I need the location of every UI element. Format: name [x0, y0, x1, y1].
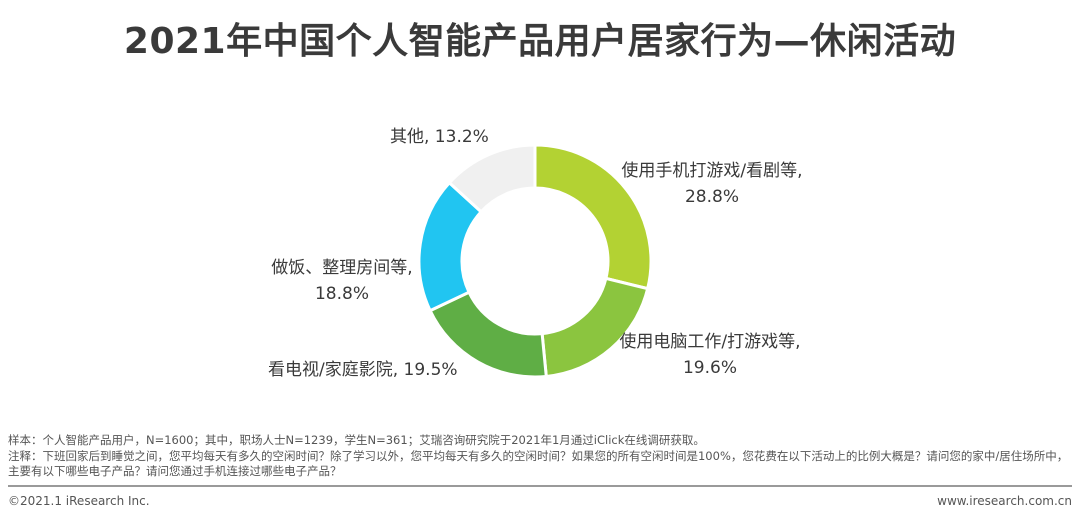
slice-label-housework-value: 18.8%: [314, 284, 369, 304]
slice-label-other-name: 其他, 13.2%: [390, 127, 489, 147]
slice-label-pc-name: 使用电脑工作/打游戏等,: [619, 332, 801, 352]
slice-label-housework: 做饭、整理房间等, 18.8%: [258, 255, 426, 307]
slice-label-tv: 看电视/家庭影院, 19.5%: [268, 357, 458, 383]
website-link: www.iresearch.com.cn: [937, 494, 1072, 508]
slice-label-housework-name: 做饭、整理房间等,: [271, 258, 413, 278]
footnotes: 样本：个人智能产品用户，N=1600；其中，职场人士N=1239，学生N=361…: [8, 433, 1072, 480]
footer-divider: [8, 485, 1072, 487]
chart-title: 2021年中国个人智能产品用户居家行为—休闲活动: [123, 21, 957, 62]
slice-other: [447, 143, 537, 214]
slice-label-tv-name: 看电视/家庭影院, 19.5%: [268, 360, 458, 380]
slice-mobile: [533, 143, 653, 291]
slice-label-pc: 使用电脑工作/打游戏等, 19.6%: [608, 329, 812, 381]
slice-label-mobile-value: 28.8%: [684, 187, 739, 207]
slice-label-pc-value: 19.6%: [682, 358, 737, 378]
copyright: ©2021.1 iResearch Inc.: [8, 494, 150, 508]
slice-label-mobile: 使用手机打游戏/看剧等, 28.8%: [612, 158, 812, 210]
slice-label-other: 其他, 13.2%: [390, 124, 489, 150]
donut-chart: [417, 143, 653, 379]
slice-label-mobile-name: 使用手机打游戏/看剧等,: [621, 161, 803, 181]
sample-note: 样本：个人智能产品用户，N=1600；其中，职场人士N=1239，学生N=361…: [8, 433, 705, 447]
annotation-note: 注释：下班回家后到睡觉之间，您平均每天有多久的空闲时间？除了学习以外，您平均每天…: [8, 448, 1069, 479]
